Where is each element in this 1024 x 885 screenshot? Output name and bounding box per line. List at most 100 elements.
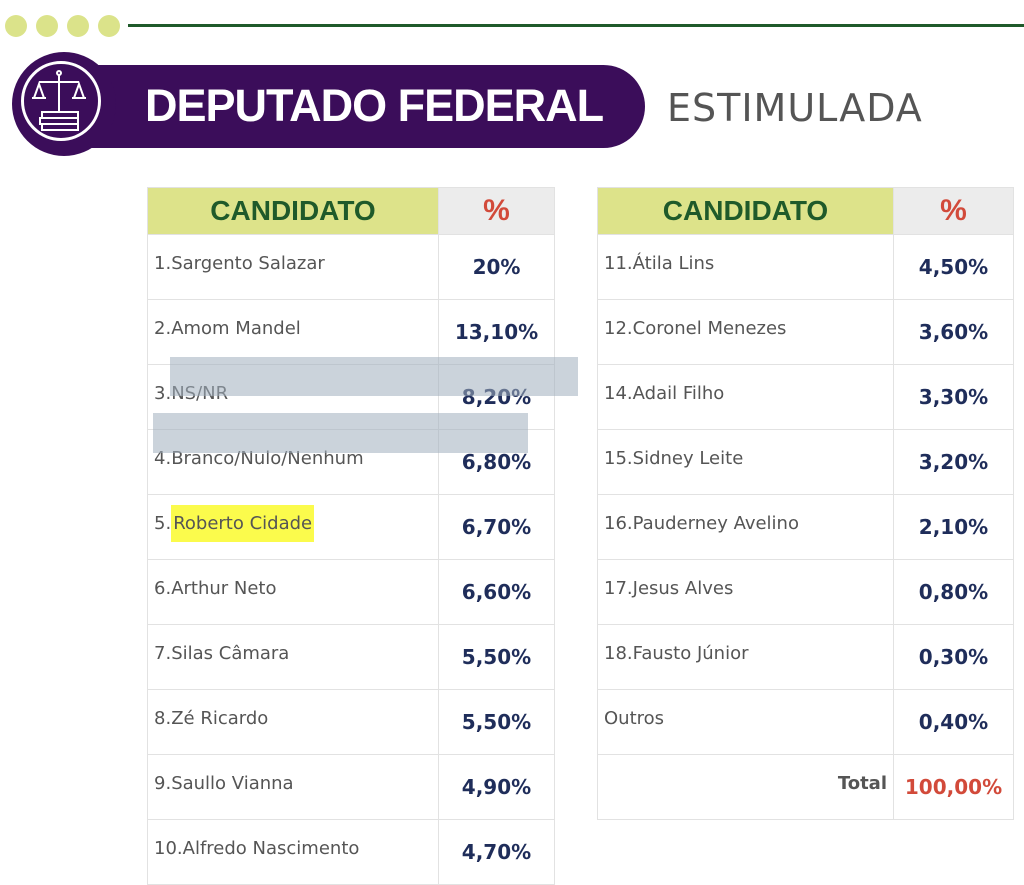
highlight-overlay (153, 413, 528, 453)
table-row: 5. Roberto Cidade 6,70% (147, 494, 555, 560)
name-text: Alfredo Nascimento (182, 837, 360, 859)
candidate-percent: 20% (438, 234, 555, 300)
candidate-percent: 5,50% (438, 624, 555, 690)
candidate-name: 15.Sidney Leite (597, 429, 894, 495)
decor-dot (36, 15, 58, 37)
table-row: 12.Coronel Menezes 3,60% (597, 299, 1014, 365)
table-row: 7.Silas Câmara 5,50% (147, 624, 555, 690)
candidate-number: 2. (154, 317, 172, 339)
candidate-number: 12. (604, 317, 633, 339)
candidate-name: 9.Saullo Vianna (147, 754, 439, 820)
candidate-percent: 6,70% (438, 494, 555, 560)
candidate-header: CANDIDATO (147, 187, 439, 235)
name-text: Pauderney Avelino (632, 512, 799, 534)
candidate-name: 18.Fausto Júnior (597, 624, 894, 690)
candidate-percent: 0,30% (893, 624, 1014, 690)
candidate-number: 7. (154, 642, 172, 664)
candidate-name: 12.Coronel Menezes (597, 299, 894, 365)
candidate-percent: 2,10% (893, 494, 1014, 560)
candidate-percent: 4,90% (438, 754, 555, 820)
right-results-table: CANDIDATO % 11.Átila Lins 4,50% 12.Coronel… (597, 187, 1014, 820)
candidate-name: 5. Roberto Cidade (147, 494, 439, 560)
table-row: 11.Átila Lins 4,50% (597, 234, 1014, 300)
candidate-number: 6. (154, 577, 172, 599)
candidate-number: 5. (154, 512, 172, 534)
table-row: Outros 0,40% (597, 689, 1014, 755)
candidate-percent: 3,60% (893, 299, 1014, 365)
table-row: 15.Sidney Leite 3,20% (597, 429, 1014, 495)
name-text: Zé Ricardo (171, 707, 269, 729)
table-row: 9.Saullo Vianna 4,90% (147, 754, 555, 820)
candidate-number: 9. (154, 772, 172, 794)
total-value: 100,00% (893, 754, 1014, 820)
highlighted-name: Roberto Cidade (171, 504, 315, 542)
name-text: Coronel Menezes (632, 317, 787, 339)
table-row: 1.Sargento Salazar 20% (147, 234, 555, 300)
candidate-number: 8. (154, 707, 172, 729)
candidate-number: 1. (154, 252, 172, 274)
candidate-percent: 4,70% (438, 819, 555, 885)
name-text: Fausto Júnior (632, 642, 749, 664)
table-row: 2.Amom Mandel 13,10% (147, 299, 555, 365)
candidate-number: 10. (154, 837, 183, 859)
name-text: Outros (604, 707, 665, 729)
candidate-number: 14. (604, 382, 633, 404)
table-row: 6.Arthur Neto 6,60% (147, 559, 555, 625)
candidate-name: 16.Pauderney Avelino (597, 494, 894, 560)
table-row: 16.Pauderney Avelino 2,10% (597, 494, 1014, 560)
percent-header: % (438, 187, 555, 235)
candidate-number: 17. (604, 577, 633, 599)
candidate-name: 1.Sargento Salazar (147, 234, 439, 300)
candidate-name: 8.Zé Ricardo (147, 689, 439, 755)
candidate-percent: 0,80% (893, 559, 1014, 625)
candidate-name: 17.Jesus Alves (597, 559, 894, 625)
highlight-overlay (170, 357, 578, 396)
candidate-percent: 13,10% (438, 299, 555, 365)
percent-header: % (893, 187, 1014, 235)
name-text: Jesus Alves (632, 577, 734, 599)
decor-dot (5, 15, 27, 37)
candidate-percent: 3,30% (893, 364, 1014, 430)
left-results-table: CANDIDATO % 1.Sargento Salazar 20% 2.Amom … (147, 187, 555, 885)
candidate-percent: 3,20% (893, 429, 1014, 495)
decor-dot (67, 15, 89, 37)
name-text: Silas Câmara (171, 642, 290, 664)
candidate-percent: 4,50% (893, 234, 1014, 300)
table-row: 10.Alfredo Nascimento 4,70% (147, 819, 555, 885)
candidate-name: 11.Átila Lins (597, 234, 894, 300)
candidate-header: CANDIDATO (597, 187, 894, 235)
candidate-percent: 0,40% (893, 689, 1014, 755)
table-row: 18.Fausto Júnior 0,30% (597, 624, 1014, 690)
scales-of-justice-books-icon (21, 61, 101, 141)
candidate-percent: 6,60% (438, 559, 555, 625)
total-label: Total (597, 754, 894, 820)
candidate-number: 3. (154, 382, 172, 404)
table-row: 14.Adail Filho 3,30% (597, 364, 1014, 430)
name-text: Sargento Salazar (171, 252, 325, 274)
candidate-name: 10.Alfredo Nascimento (147, 819, 439, 885)
title-banner (60, 65, 645, 148)
candidate-number: 18. (604, 642, 633, 664)
candidate-name: Outros (597, 689, 894, 755)
name-text: Adail Filho (632, 382, 725, 404)
candidate-number: 15. (604, 447, 633, 469)
candidate-number: 11. (604, 252, 633, 274)
name-text: Átila Lins (632, 252, 715, 274)
name-text: Sidney Leite (632, 447, 744, 469)
candidate-number: 16. (604, 512, 633, 534)
decor-dot (98, 15, 120, 37)
candidate-name: 14.Adail Filho (597, 364, 894, 430)
candidate-name: 2.Amom Mandel (147, 299, 439, 365)
name-text: Arthur Neto (171, 577, 277, 599)
page-title: DEPUTADO FEDERAL (145, 80, 604, 131)
table-row: 17.Jesus Alves 0,80% (597, 559, 1014, 625)
total-row: Total 100,00% (597, 754, 1014, 820)
page-subtitle: ESTIMULADA (667, 86, 923, 130)
table-row: 8.Zé Ricardo 5,50% (147, 689, 555, 755)
candidate-name: 6.Arthur Neto (147, 559, 439, 625)
candidate-percent: 5,50% (438, 689, 555, 755)
divider-line (128, 24, 1024, 27)
candidate-name: 7.Silas Câmara (147, 624, 439, 690)
name-text: Saullo Vianna (171, 772, 294, 794)
name-text: Amom Mandel (171, 317, 301, 339)
